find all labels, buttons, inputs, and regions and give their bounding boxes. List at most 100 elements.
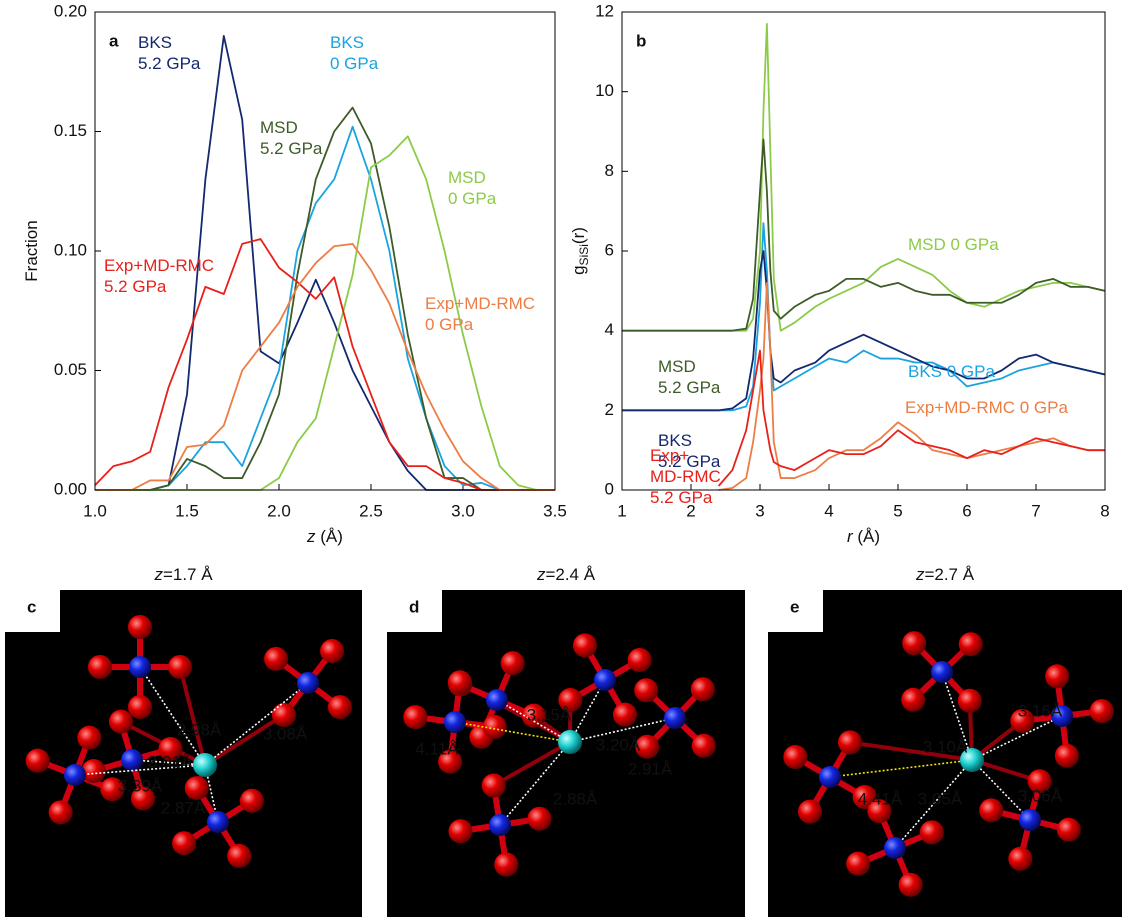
x-tick-label: 1.5 [175, 501, 199, 520]
silicon-atom [297, 672, 319, 694]
y-tick-label: 0.20 [54, 1, 87, 20]
panel-title-rest: =2.7 Å [924, 565, 974, 584]
silicon-atom [931, 661, 953, 683]
y-axis-label-end: (r) [569, 227, 588, 244]
y-axis-label-main: g [569, 265, 588, 274]
distance-label: 3.05Å [918, 789, 963, 808]
distance-label: 3.01Å [148, 752, 193, 771]
oxygen-atom [77, 726, 101, 750]
structure-panel: cz=1.7 Å2.98Å3.08Å3.01Å3.39Å2.87Å [5, 565, 362, 917]
oxygen-atom [403, 705, 427, 729]
oxygen-atom [448, 819, 472, 843]
silicon-atom [129, 656, 151, 678]
distance-label: 2.87Å [161, 798, 206, 817]
distance-label: 3.16Å [1018, 701, 1063, 720]
oxygen-atom [958, 689, 982, 713]
y-tick-label: 2 [605, 400, 614, 419]
oxygen-atom [902, 631, 926, 655]
oxygen-atom [448, 670, 472, 694]
series-label: BKS 0 GPa [908, 361, 995, 382]
structure-panel: dz=2.4 Å3.15Å3.20Å4.11Å2.91Å2.88Å [387, 565, 745, 917]
panel-title-var: z [153, 565, 163, 584]
distance-label: 4.11Å [415, 739, 459, 758]
oxygen-atom [494, 853, 518, 877]
oxygen-atom [501, 651, 525, 675]
oxygen-atom [109, 710, 133, 734]
oxygen-atom [1008, 847, 1032, 871]
panel-letter: c [27, 597, 36, 616]
y-tick-label: 0 [605, 479, 614, 498]
x-tick-label: 4 [824, 501, 833, 520]
oxygen-atom [88, 655, 112, 679]
oxygen-atom [1090, 699, 1114, 723]
y-tick-label: 6 [605, 240, 614, 259]
oxygen-atom [185, 776, 209, 800]
y-tick-label: 4 [605, 320, 614, 339]
x-tick-label: 2.0 [267, 501, 291, 520]
silicon-atom [884, 837, 906, 859]
oxygen-atom [482, 773, 506, 797]
oxygen-atom [846, 852, 870, 876]
distance-label: 3.06Å [1018, 786, 1063, 805]
x-axis-label-unit: (Å) [316, 527, 343, 546]
x-axis-label-unit: (Å) [853, 527, 880, 546]
series-label: Exp+ MD-RMC 5.2 GPa [650, 445, 721, 508]
panel-title: z=2.4 Å [536, 565, 596, 584]
series-label: BKS 5.2 GPa [138, 32, 200, 74]
y-axis-label-sub: SiSi [577, 244, 591, 265]
silicon-atom [819, 766, 841, 788]
oxygen-atom [783, 745, 807, 769]
oxygen-atom [920, 820, 944, 844]
distance-label: 2.88Å [553, 789, 598, 808]
oxygen-atom [272, 703, 296, 727]
oxygen-atom [838, 730, 862, 754]
series-label: BKS 0 GPa [330, 32, 378, 74]
silicon-atom [444, 711, 466, 733]
silicon-atom [486, 689, 508, 711]
silicon-atom [121, 749, 143, 771]
y-tick-label: 10 [595, 81, 614, 100]
series-label: MSD 5.2 GPa [260, 117, 322, 159]
series-line [622, 139, 1105, 330]
oxygen-atom [901, 688, 925, 712]
series-label: MSD 0 GPa [448, 167, 496, 209]
silicon-atom [64, 764, 86, 786]
distance-label: 3.39Å [118, 776, 163, 795]
oxygen-atom [899, 873, 923, 897]
oxygen-atom [168, 655, 192, 679]
oxygen-atom [959, 632, 983, 656]
x-tick-label: 8 [1100, 501, 1109, 520]
center-atom [193, 753, 217, 777]
silicon-atom [1019, 809, 1041, 831]
distance-label: 3.10Å [923, 737, 968, 756]
plot-frame [622, 12, 1105, 490]
panel-title: z=2.7 Å [915, 565, 975, 584]
y-tick-label: 0.00 [54, 479, 87, 498]
y-axis-label: gSiSi(r) [569, 227, 591, 275]
y-tick-label: 0.15 [54, 121, 87, 140]
series-label: MSD 0 GPa [908, 234, 999, 255]
oxygen-atom [634, 678, 658, 702]
y-axis-label-main: Fraction [22, 220, 41, 281]
oxygen-atom [128, 615, 152, 639]
x-tick-label: 3.0 [451, 501, 475, 520]
distance-label: 3.08Å [263, 724, 308, 743]
series-label: Exp+MD-RMC 0 GPa [425, 293, 535, 335]
x-tick-label: 6 [962, 501, 971, 520]
x-axis-label-var: z [306, 527, 316, 546]
panel-letter: b [636, 31, 646, 50]
x-axis-label: r (Å) [847, 527, 880, 546]
y-tick-label: 0.10 [54, 240, 87, 259]
silicon-atom [207, 811, 229, 833]
page: 0.000.050.100.150.201.01.52.02.53.03.5az… [0, 0, 1122, 917]
panel-title-var: z [915, 565, 925, 584]
panel-title: z=1.7 Å [153, 565, 213, 584]
series-label: MSD 5.2 GPa [658, 356, 720, 398]
oxygen-atom [528, 807, 552, 831]
x-tick-label: 2.5 [359, 501, 383, 520]
x-tick-label: 5 [893, 501, 902, 520]
silicon-atom [594, 669, 616, 691]
panel-title-rest: =1.7 Å [163, 565, 213, 584]
panel-letter: e [790, 597, 799, 616]
